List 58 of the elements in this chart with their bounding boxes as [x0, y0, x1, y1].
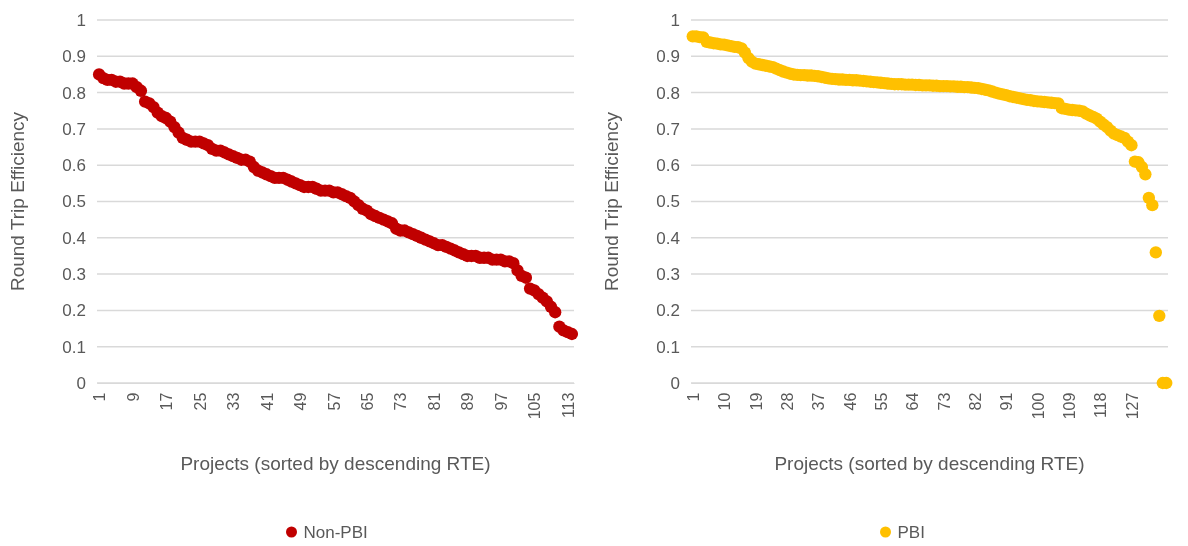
x-tick-label: 105	[526, 392, 544, 420]
y-tick-label: 1	[76, 10, 86, 30]
x-tick-label: 64	[904, 392, 922, 411]
legend-label: Non-PBI	[303, 522, 368, 542]
y-tick-label: 0	[76, 373, 86, 393]
y-tick-label: 0.6	[656, 156, 680, 176]
y-tick-label: 0.4	[62, 228, 86, 248]
x-tick-label: 73	[392, 392, 410, 411]
x-tick-label: 10	[716, 392, 734, 411]
y-tick-label: 0.1	[656, 337, 680, 357]
x-tick-label: 100	[1029, 392, 1047, 420]
y-tick-label: 0.2	[656, 301, 680, 321]
y-tick-label: 0.7	[656, 119, 680, 139]
x-tick-label: 89	[459, 392, 477, 411]
y-tick-label: 0	[670, 373, 680, 393]
y-tick-label: 0.2	[62, 301, 86, 321]
x-tick-label: 65	[358, 392, 376, 411]
x-tick-label: 97	[492, 392, 510, 411]
y-tick-label: 0.5	[656, 192, 680, 212]
y-tick-label: 0.9	[62, 47, 86, 67]
x-tick-label: 33	[225, 392, 243, 411]
x-tick-label: 127	[1123, 392, 1141, 420]
y-tick-label: 0.7	[62, 119, 86, 139]
x-axis-title: Projects (sorted by descending RTE)	[180, 453, 491, 474]
x-tick-label: 55	[872, 392, 890, 411]
x-tick-label: 57	[325, 392, 343, 411]
y-tick-label: 0.4	[656, 228, 680, 248]
x-tick-label: 46	[841, 392, 859, 411]
y-tick-label: 0.3	[62, 265, 86, 285]
x-tick-label: 1	[684, 392, 702, 402]
x-tick-label: 1	[91, 392, 109, 402]
x-tick-label: 17	[158, 392, 176, 411]
y-tick-label: 0.5	[62, 192, 86, 212]
x-tick-label: 113	[559, 392, 577, 419]
x-tick-label: 81	[425, 392, 443, 411]
y-tick-label: 1	[670, 10, 680, 30]
x-tick-label: 82	[966, 392, 984, 411]
x-tick-label: 37	[810, 392, 828, 411]
x-tick-label: 49	[292, 392, 310, 411]
y-tick-label: 0.8	[62, 83, 86, 103]
x-tick-label: 28	[778, 392, 796, 411]
y-tick-label: 0.8	[656, 83, 680, 103]
x-tick-label: 19	[747, 392, 765, 411]
x-tick-label: 73	[935, 392, 953, 411]
y-tick-label: 0.6	[62, 156, 86, 176]
y-axis-title: Round Trip Efficiency	[7, 111, 28, 292]
x-tick-label: 91	[998, 392, 1016, 411]
y-axis-title: Round Trip Efficiency	[601, 111, 622, 292]
y-tick-label: 0.9	[656, 47, 680, 67]
x-tick-label: 118	[1092, 392, 1110, 419]
x-axis-title: Projects (sorted by descending RTE)	[774, 453, 1085, 474]
legend-label: PBI	[897, 522, 925, 542]
y-tick-label: 0.3	[656, 265, 680, 285]
x-tick-label: 109	[1060, 392, 1078, 420]
x-tick-label: 25	[191, 392, 209, 411]
x-tick-label: 9	[124, 392, 142, 402]
x-tick-label: 41	[258, 392, 276, 411]
y-tick-label: 0.1	[62, 337, 86, 357]
